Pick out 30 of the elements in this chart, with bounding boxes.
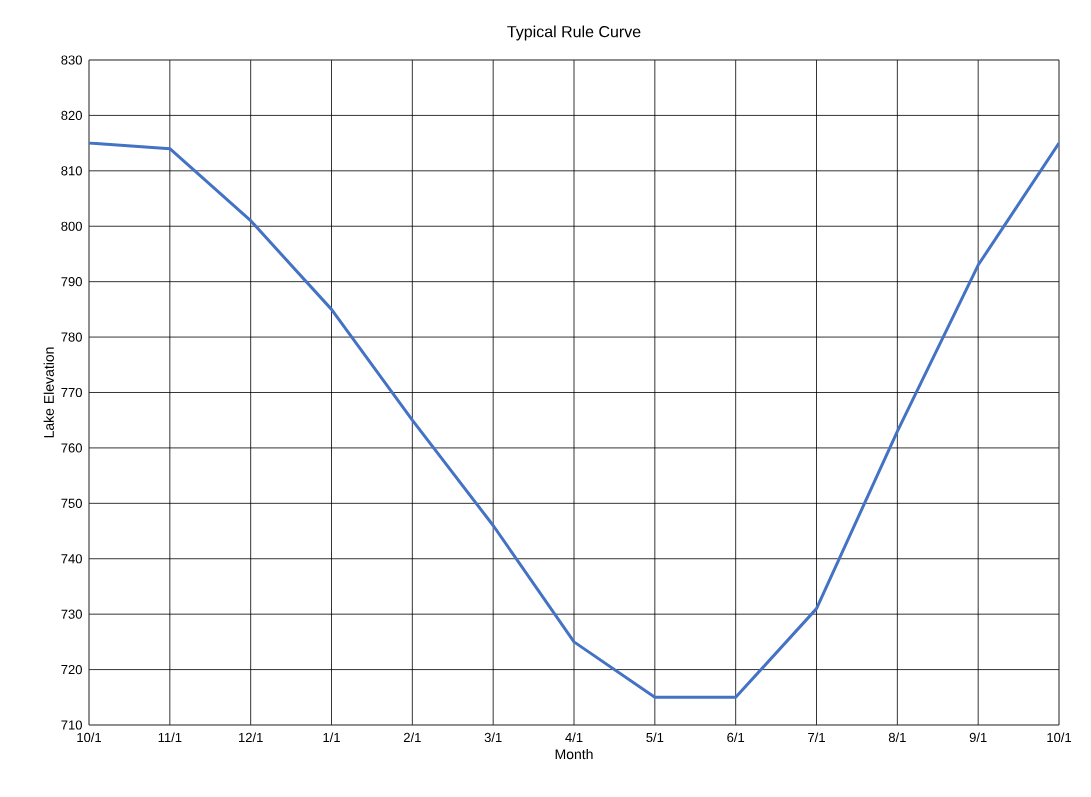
x-tick-label: 7/1 [808,732,825,743]
y-tick-label: 760 [61,443,82,453]
y-tick-label: 780 [61,332,82,342]
x-tick-label: 4/1 [565,732,583,743]
x-tick-label: 9/1 [969,732,987,743]
y-tick-label: 750 [61,498,82,508]
y-tick-label: 820 [61,110,82,121]
y-tick-label: 710 [61,720,82,730]
x-tick-label: 3/1 [484,732,502,743]
x-axis-title: Month [555,748,593,760]
y-tick-label: 830 [61,55,82,65]
x-tick-label: 1/1 [323,732,340,743]
y-tick-label: 770 [61,387,82,398]
line-series [89,141,1060,699]
y-tick-label: 800 [61,221,82,231]
y-tick-label: 730 [61,609,82,619]
x-tick-label: 10/1 [77,732,102,743]
x-tick-label: 5/1 [646,732,664,743]
chart-title: Typical Rule Curve [507,25,641,41]
x-tick-label: 2/1 [403,732,421,743]
x-tick-label: 10/1 [1047,732,1072,743]
x-tick-label: 6/1 [727,732,745,743]
y-tick-label: 720 [61,664,82,675]
x-tick-label: 8/1 [888,732,906,743]
y-tick-label: 740 [61,554,82,564]
y-tick-label: 790 [61,277,82,287]
x-tick-label: 11/1 [158,732,182,743]
x-tick-label: 12/1 [239,732,263,743]
y-tick-label: 810 [61,166,82,176]
y-axis-title: Lake Elevation [43,347,54,438]
